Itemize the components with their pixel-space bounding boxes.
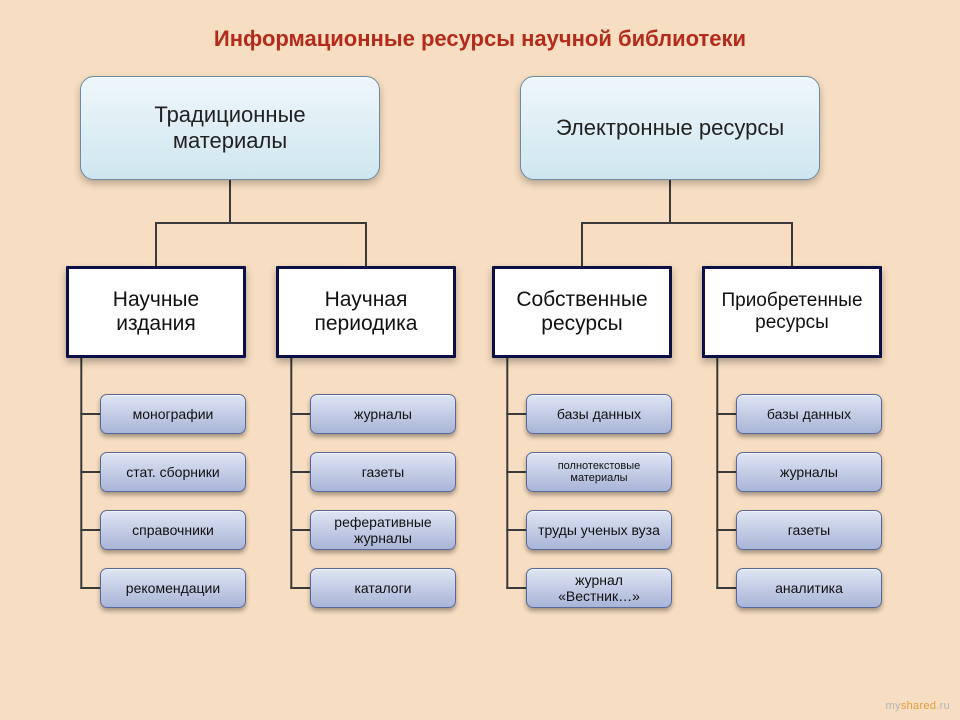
leaf-1-1-1: журналы	[736, 452, 882, 492]
diagram-stage: Информационные ресурсы научной библиотек…	[0, 0, 960, 720]
watermark-prefix: my	[886, 700, 901, 712]
leaf-0-0-3: рекомендации	[100, 568, 246, 608]
category-0-1: Научная периодика	[276, 266, 456, 358]
watermark-highlight: shared	[901, 700, 936, 712]
watermark-suffix: .ru	[936, 700, 950, 712]
leaf-1-0-2: труды ученых вуза	[526, 510, 672, 550]
leaf-0-0-2: справочники	[100, 510, 246, 550]
leaf-0-0-1: стат. сборники	[100, 452, 246, 492]
category-0-0: Научные издания	[66, 266, 246, 358]
leaf-0-1-1: газеты	[310, 452, 456, 492]
root-0: Традиционные материалы	[80, 76, 380, 180]
leaf-0-1-0: журналы	[310, 394, 456, 434]
page-title: Информационные ресурсы научной библиотек…	[0, 26, 960, 52]
leaf-1-0-0: базы данных	[526, 394, 672, 434]
leaf-1-1-0: базы данных	[736, 394, 882, 434]
category-1-1: Приобретенные ресурсы	[702, 266, 882, 358]
leaf-0-1-3: каталоги	[310, 568, 456, 608]
watermark: myshared.ru	[886, 700, 950, 712]
category-1-0: Собственные ресурсы	[492, 266, 672, 358]
leaf-0-0-0: монографии	[100, 394, 246, 434]
leaf-1-1-3: аналитика	[736, 568, 882, 608]
leaf-1-0-1: полнотекстовые материалы	[526, 452, 672, 492]
leaf-1-1-2: газеты	[736, 510, 882, 550]
leaf-1-0-3: журнал «Вестник…»	[526, 568, 672, 608]
root-1: Электронные ресурсы	[520, 76, 820, 180]
leaf-0-1-2: реферативные журналы	[310, 510, 456, 550]
